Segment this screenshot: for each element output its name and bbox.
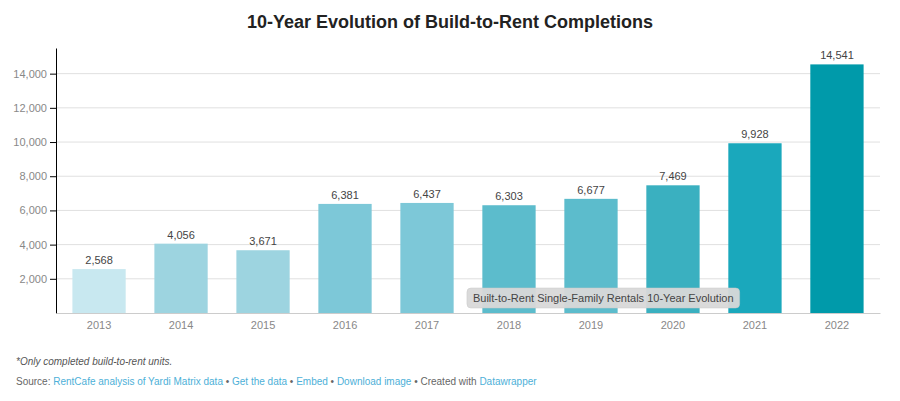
x-tick: 2013: [87, 319, 111, 331]
bar: [728, 143, 781, 313]
data-label: 6,677: [577, 184, 605, 196]
y-tick-mark: [50, 245, 56, 246]
source-link: RentCafe analysis of Yardi Matrix data: [53, 376, 223, 387]
grid-line: [56, 73, 880, 74]
source-line: Source: RentCafe analysis of Yardi Matri…: [16, 376, 537, 387]
y-tick-mark: [50, 210, 56, 211]
y-tick-mark: [50, 108, 56, 109]
x-tick: 2014: [169, 319, 193, 331]
x-tick: 2022: [825, 319, 849, 331]
data-label: 2,568: [85, 254, 113, 266]
x-tick-label: 2015: [251, 319, 275, 331]
bar: [400, 203, 453, 313]
y-tick-mark: [50, 176, 56, 177]
source-link: Datawrapper: [479, 376, 537, 387]
data-label: 4,056: [167, 229, 195, 241]
bars: [72, 64, 863, 313]
x-tick-label: 2017: [415, 319, 439, 331]
y-tick-mark: [50, 142, 56, 143]
source-text: Source:: [16, 376, 53, 387]
y-tick-label: 10,000: [13, 136, 47, 148]
x-tick-label: 2016: [333, 319, 357, 331]
x-tick: 2015: [251, 319, 275, 331]
y-tick: 8,000: [19, 170, 56, 182]
tooltip-text: Built-to-Rent Single-Family Rentals 10-Y…: [473, 292, 734, 304]
bar: [154, 244, 207, 313]
data-label: 3,671: [249, 235, 277, 247]
x-tick-label: 2019: [579, 319, 603, 331]
data-labels: 2,568 4,056 3,671 6,381 6,437 6,303 6,677 7,469…: [85, 49, 854, 266]
y-tick: 6,000: [19, 204, 56, 216]
tooltip-box: [467, 288, 740, 308]
y-tick: 2,000: [19, 273, 56, 285]
x-tick: 2018: [497, 319, 521, 331]
bar: [318, 204, 371, 313]
data-label: 6,381: [331, 189, 359, 201]
data-label: 6,303: [495, 190, 523, 202]
source-text: •: [287, 376, 296, 387]
source-link: Get the data: [232, 376, 287, 387]
x-tick-label: 2014: [169, 319, 193, 331]
grid-line: [56, 142, 880, 143]
y-tick-label: 6,000: [19, 204, 47, 216]
x-tick: 2017: [415, 319, 439, 331]
y-axis: 2,000 4,000 6,000 8,000 10,000 12,000 14,000: [13, 49, 56, 314]
x-tick-label: 2022: [825, 319, 849, 331]
data-label: 9,928: [741, 128, 769, 140]
y-tick-mark: [50, 279, 56, 280]
y-tick-label: 8,000: [19, 170, 47, 182]
x-tick: 2021: [743, 319, 767, 331]
y-tick-label: 12,000: [13, 102, 47, 114]
source-text: •: [328, 376, 337, 387]
source-link: Embed: [296, 376, 328, 387]
y-tick-label: 4,000: [19, 239, 47, 251]
y-tick: 4,000: [19, 239, 56, 251]
grid-line: [56, 107, 880, 108]
y-tick-label: 2,000: [19, 273, 47, 285]
title: 10-Year Evolution of Build-to-Rent Compl…: [247, 12, 653, 32]
source-text: • Created with: [411, 376, 479, 387]
x-tick-label: 2018: [497, 319, 521, 331]
x-tick-label: 2021: [743, 319, 767, 331]
x-tick: 2016: [333, 319, 357, 331]
x-tick: 2020: [661, 319, 685, 331]
data-label: 6,437: [413, 188, 441, 200]
x-tick-label: 2013: [87, 319, 111, 331]
data-label: 7,469: [659, 170, 687, 182]
x-tick-label: 2020: [661, 319, 685, 331]
x-axis-line: [57, 313, 881, 314]
x-axis: 2013 2014 2015 2016 2017 2018 2019 2020 2021 2022: [57, 314, 881, 331]
data-label: 14,541: [820, 49, 854, 61]
y-tick-mark: [50, 74, 56, 75]
tooltip: Built-to-Rent Single-Family Rentals 10-Y…: [467, 288, 740, 308]
source-link: Download image: [337, 376, 412, 387]
bar: [236, 250, 289, 313]
y-tick: 12,000: [13, 102, 56, 114]
y-tick: 14,000: [13, 68, 56, 80]
source-text: •: [223, 376, 232, 387]
footnote: *Only completed build-to-rent units.: [16, 356, 172, 367]
bar: [72, 269, 125, 313]
y-axis-line: [56, 49, 57, 314]
y-tick-label: 14,000: [13, 68, 47, 80]
x-tick: 2019: [579, 319, 603, 331]
chart: 10-Year Evolution of Build-to-Rent Compl…: [0, 0, 900, 401]
y-tick: 10,000: [13, 136, 56, 148]
bar: [810, 64, 863, 313]
